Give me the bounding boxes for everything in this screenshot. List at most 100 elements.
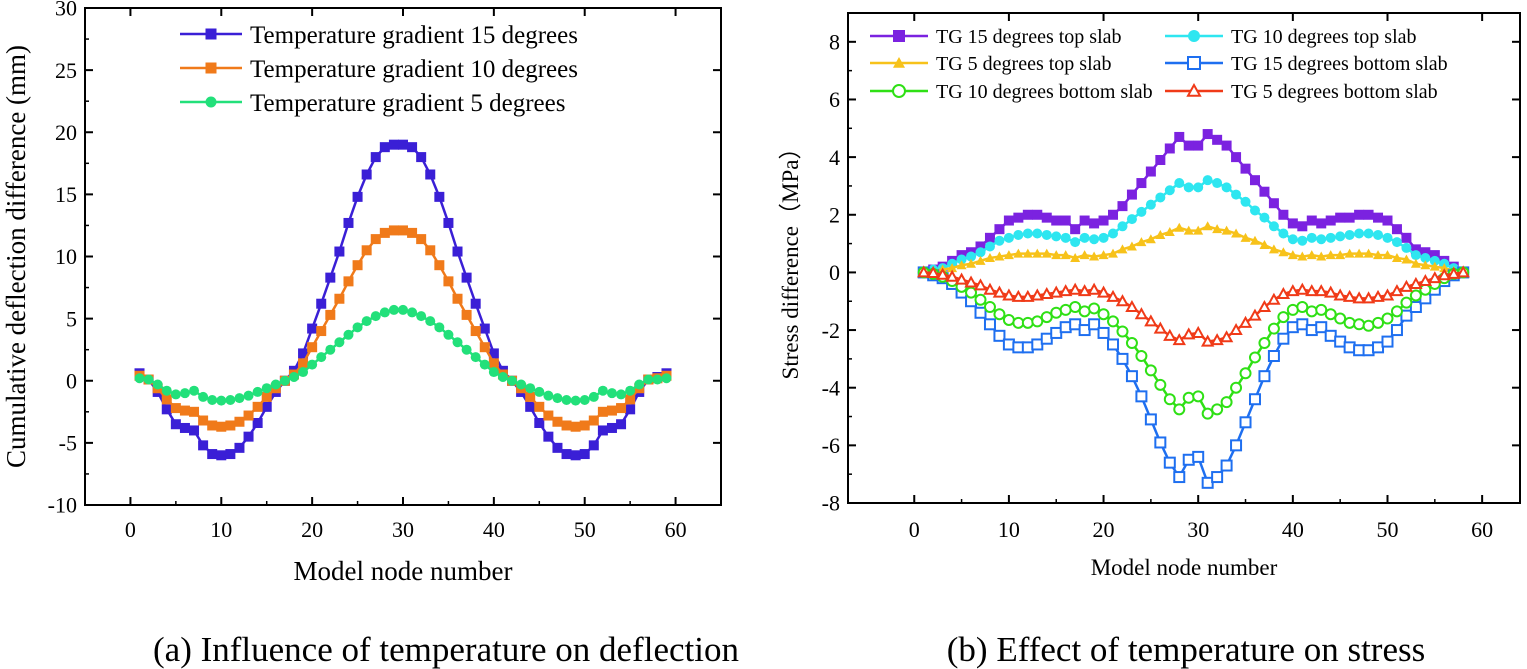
data-point xyxy=(334,293,345,304)
data-point xyxy=(1202,129,1213,140)
data-point xyxy=(1429,255,1440,266)
data-point xyxy=(152,379,163,390)
data-point xyxy=(1278,209,1289,220)
data-point xyxy=(452,246,463,257)
data-point xyxy=(1373,229,1384,240)
data-point xyxy=(983,318,996,331)
data-point xyxy=(1192,450,1205,463)
data-point xyxy=(1381,312,1394,325)
data-point xyxy=(606,422,617,433)
data-point xyxy=(1013,229,1024,240)
data-point xyxy=(189,385,200,396)
data-point xyxy=(1373,250,1384,260)
data-point xyxy=(1335,231,1346,242)
data-point xyxy=(207,420,218,431)
data-point xyxy=(1220,459,1233,472)
data-point xyxy=(1089,218,1100,229)
data-point xyxy=(616,389,627,400)
data-point xyxy=(316,326,327,337)
data-point xyxy=(352,260,363,271)
data-point xyxy=(1116,352,1129,365)
data-point xyxy=(1163,393,1176,406)
data-point xyxy=(1420,247,1431,258)
data-point xyxy=(388,225,399,236)
data-point xyxy=(1126,189,1137,200)
data-point xyxy=(1077,284,1092,297)
data-point xyxy=(1003,215,1014,226)
data-point xyxy=(1049,285,1063,298)
data-point xyxy=(1096,285,1111,298)
data-point xyxy=(1163,456,1176,469)
data-point xyxy=(525,383,536,394)
legend-entry: TG 15 degrees bottom slab xyxy=(1165,53,1448,75)
data-point xyxy=(416,234,427,245)
y-tick-label: 4 xyxy=(829,145,840,170)
series-0 xyxy=(134,139,672,461)
data-point xyxy=(1344,212,1355,223)
data-point xyxy=(1172,333,1186,346)
data-point xyxy=(1058,284,1073,297)
data-point xyxy=(1070,224,1081,235)
data-point xyxy=(1117,221,1128,232)
data-point xyxy=(398,139,408,150)
data-point xyxy=(470,352,481,363)
data-point xyxy=(974,293,987,306)
data-point xyxy=(1221,140,1232,151)
x-tick-label: 10 xyxy=(210,517,232,542)
series-2 xyxy=(918,221,1469,277)
data-point xyxy=(945,269,959,282)
y-tick-label: 10 xyxy=(55,244,77,269)
data-point xyxy=(973,278,988,291)
data-point xyxy=(1429,250,1440,261)
data-point xyxy=(1316,251,1327,261)
data-point xyxy=(1013,248,1024,258)
legend-label: TG 10 degrees bottom slab xyxy=(936,81,1153,103)
data-point xyxy=(1041,212,1052,223)
data-point xyxy=(198,440,209,451)
data-point xyxy=(1410,250,1421,261)
x-axis-label: Model node number xyxy=(294,556,513,586)
data-point xyxy=(1163,328,1177,341)
data-point xyxy=(1182,391,1195,404)
data-point xyxy=(1344,229,1355,240)
data-point xyxy=(552,393,563,404)
data-point xyxy=(170,419,181,430)
data-point xyxy=(270,379,281,390)
data-point xyxy=(425,169,436,180)
legend-label: TG 5 degrees top slab xyxy=(936,53,1112,75)
x-tick-label: 20 xyxy=(301,517,323,542)
data-point xyxy=(926,265,940,278)
data-point xyxy=(1353,318,1366,331)
data-point xyxy=(1248,351,1261,364)
data-point xyxy=(1382,215,1393,226)
data-point xyxy=(1306,232,1317,243)
data-point xyxy=(643,374,654,385)
data-point xyxy=(1316,218,1327,229)
data-point xyxy=(1267,292,1281,305)
data-point xyxy=(1325,215,1336,226)
data-point xyxy=(189,406,200,417)
data-point xyxy=(1108,228,1119,239)
legend-label: TG 15 degrees top slab xyxy=(936,26,1122,48)
data-point xyxy=(334,246,345,257)
data-point xyxy=(370,152,381,163)
data-point xyxy=(966,251,977,262)
data-point xyxy=(892,84,906,98)
data-point xyxy=(525,391,536,402)
legend-entry: Temperature gradient 5 degrees xyxy=(180,90,565,117)
data-point xyxy=(1021,289,1035,302)
data-point xyxy=(994,224,1005,235)
y-tick-label: -5 xyxy=(59,431,77,456)
data-point xyxy=(1373,212,1384,223)
data-point xyxy=(361,245,372,256)
data-point xyxy=(1088,318,1101,331)
data-point xyxy=(1315,303,1328,316)
data-point xyxy=(1117,244,1128,254)
data-point xyxy=(1002,288,1016,301)
data-point xyxy=(893,30,905,42)
data-point xyxy=(1154,378,1167,391)
data-point xyxy=(243,390,254,401)
legend-label: TG 10 degrees top slab xyxy=(1231,26,1417,48)
data-point xyxy=(1183,182,1194,193)
